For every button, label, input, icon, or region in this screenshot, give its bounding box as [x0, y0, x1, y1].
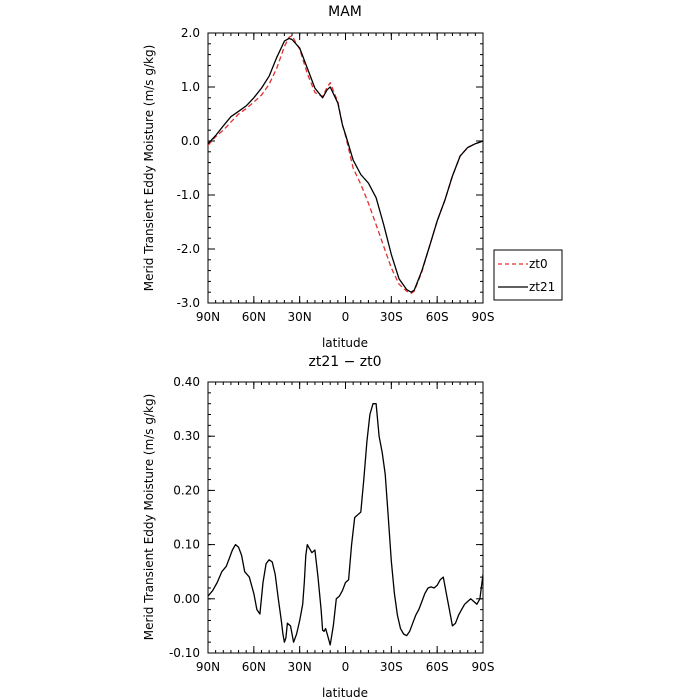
top-panel: MAM 90N 60N 30N 0 30S 60S 90S 2.0 1.0 0.0 -1.0 -2.0…	[142, 4, 563, 350]
x-tick-label: 30S	[380, 660, 403, 674]
bottom-panel: zt21 − zt0 90N 60N 30N 0 30S 60S 90S 0.40 0.30 0.…	[142, 354, 494, 700]
x-tick-label: 30N	[288, 310, 312, 324]
top-y-axis-label: Merid Transient Eddy Moisture (m/s g/kg)	[142, 45, 156, 292]
y-tick-label: 0.40	[173, 375, 200, 389]
x-tick-label: 0	[342, 310, 350, 324]
y-tick-label: 2.0	[181, 26, 200, 40]
x-tick-label: 90N	[196, 310, 220, 324]
y-tick-label: 0.20	[173, 483, 200, 497]
top-plot-area: 90N 60N 30N 0 30S 60S 90S 2.0 1.0 0.0 -1.0 -2.0 -3.0	[177, 26, 495, 324]
bottom-x-axis-label: latitude	[322, 686, 368, 700]
x-tick-label: 60S	[426, 310, 449, 324]
series-line-zt0	[208, 35, 483, 294]
x-tick-label: 90S	[472, 660, 495, 674]
x-tick-label: 90N	[196, 660, 220, 674]
y-tick-label: 0.10	[173, 538, 200, 552]
x-tick-label: 60N	[242, 660, 266, 674]
bottom-plot-area: 90N 60N 30N 0 30S 60S 90S 0.40 0.30 0.20 0.10 0.00 -…	[169, 375, 495, 674]
plot-frame	[207, 381, 484, 654]
legend-label-zt21: zt21	[529, 280, 555, 294]
top-chart-title: MAM	[328, 4, 362, 20]
series-line-zt21	[208, 37, 483, 293]
top-x-axis-label: latitude	[322, 336, 368, 350]
y-tick-label: 0.30	[173, 429, 200, 443]
x-tick-label: 0	[342, 660, 350, 674]
plot-frame	[207, 32, 484, 304]
y-tick-label: -1.0	[177, 188, 200, 202]
bottom-y-axis-label: Merid Transient Eddy Moisture (m/s g/kg)	[142, 394, 156, 641]
y-tick-label: -0.10	[169, 646, 200, 660]
legend-label-zt0: zt0	[529, 257, 548, 271]
y-tick-label: -3.0	[177, 296, 200, 310]
x-tick-label: 90S	[472, 310, 495, 324]
y-tick-label: 1.0	[181, 80, 200, 94]
bottom-chart-title: zt21 − zt0	[308, 354, 381, 370]
x-tick-label: 30S	[380, 310, 403, 324]
legend: zt0 zt21	[493, 249, 563, 301]
x-tick-label: 30N	[288, 660, 312, 674]
y-tick-label: 0.00	[173, 592, 200, 606]
x-tick-label: 60N	[242, 310, 266, 324]
legend-box	[493, 249, 563, 301]
y-tick-label: -2.0	[177, 242, 200, 256]
x-tick-label: 60S	[426, 660, 449, 674]
y-tick-label: 0.0	[181, 134, 200, 148]
series-line	[208, 403, 483, 646]
